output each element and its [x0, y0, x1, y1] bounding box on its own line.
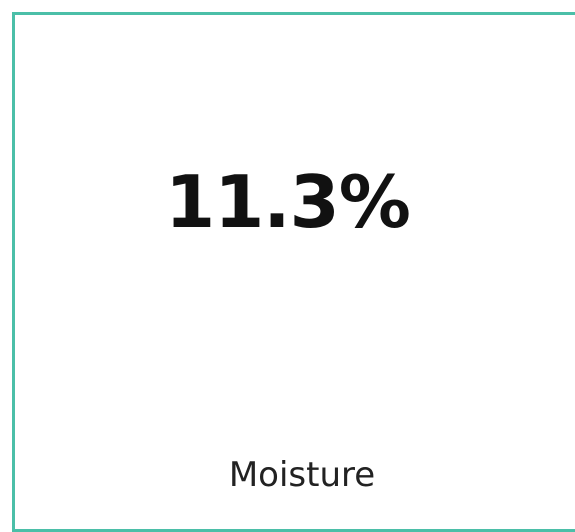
page: 11.3% Moisture (() => { const data = JSO… — [12, 12, 575, 532]
stat-card — [12, 12, 575, 532]
stat-value: 11.3% — [165, 160, 411, 244]
stat-label: Moisture — [228, 455, 376, 495]
